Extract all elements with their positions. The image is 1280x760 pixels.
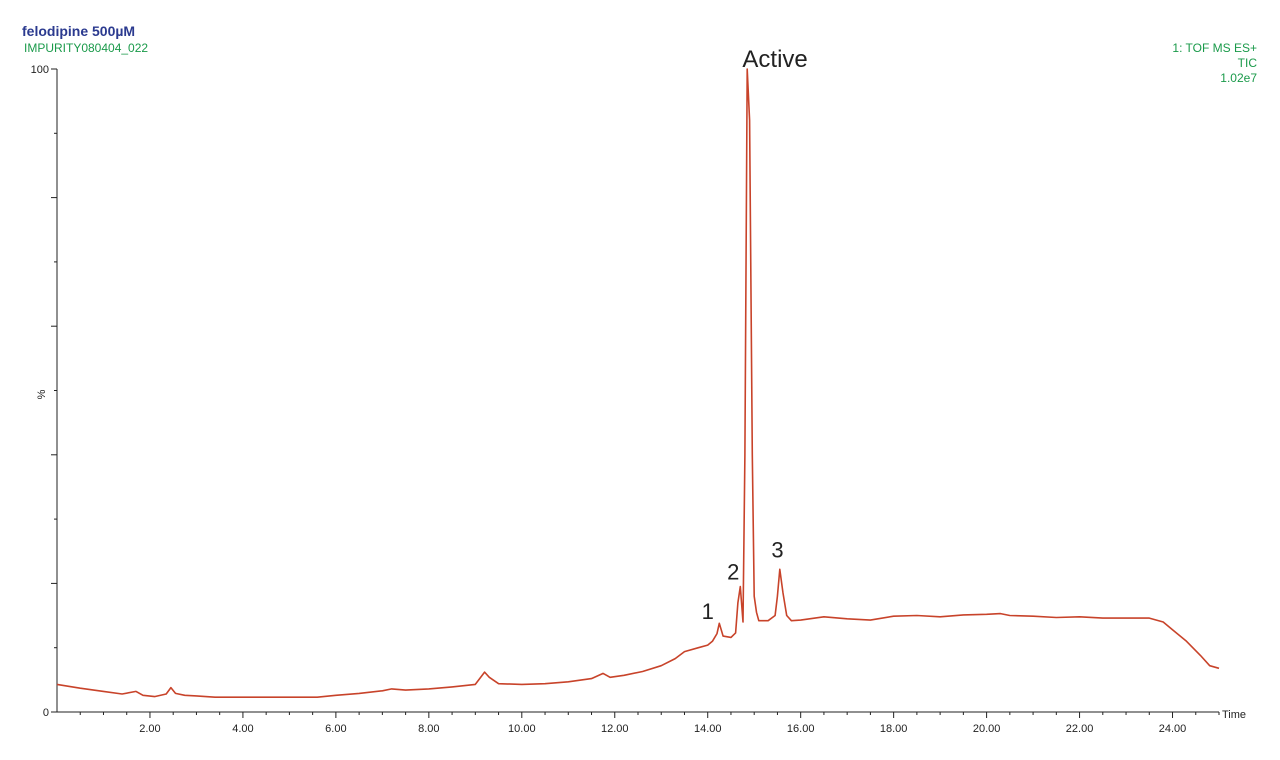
y-tick-label: 100 xyxy=(31,64,49,76)
intensity-scale-label: 1.02e7 xyxy=(1220,71,1257,85)
y-ticks: 0% 100 xyxy=(31,64,57,719)
peak-label: 2 xyxy=(727,560,739,585)
x-tick-label: 22.00 xyxy=(1066,723,1094,735)
y-tick-label: % xyxy=(36,389,48,399)
trace-type-label: TIC xyxy=(1237,56,1257,70)
x-axis-title: Time xyxy=(1222,709,1246,721)
peak-label: 1 xyxy=(702,599,714,624)
x-tick-label: 4.00 xyxy=(232,723,253,735)
x-tick-label: 18.00 xyxy=(880,723,908,735)
x-tick-label: 8.00 xyxy=(418,723,439,735)
series-layer xyxy=(56,68,1220,698)
scan-mode-label: 1: TOF MS ES+ xyxy=(1172,41,1257,55)
tic-trace-line xyxy=(56,68,1220,698)
peak-label: Active xyxy=(742,46,807,73)
x-tick-label: 20.00 xyxy=(973,723,1001,735)
x-tick-label: 16.00 xyxy=(787,723,815,735)
x-tick-label: 6.00 xyxy=(325,723,346,735)
x-tick-label: 12.00 xyxy=(601,723,629,735)
x-tick-label: 14.00 xyxy=(694,723,722,735)
y-tick-label: 0 xyxy=(43,707,49,719)
x-tick-label: 24.00 xyxy=(1159,723,1187,735)
peak-label: 3 xyxy=(771,538,783,563)
x-tick-label: 2.00 xyxy=(139,723,160,735)
x-ticks: 2.00 4.00 6.00 8.00 10.00 12.00 14.00 16.00 18.0… xyxy=(79,712,1220,735)
chart-subtitle: IMPURITY080404_022 xyxy=(24,41,149,55)
chart-title: felodipine 500µM xyxy=(22,23,136,39)
peak-annotations: 12 Active 3 xyxy=(702,46,808,624)
x-tick-label: 10.00 xyxy=(508,723,536,735)
